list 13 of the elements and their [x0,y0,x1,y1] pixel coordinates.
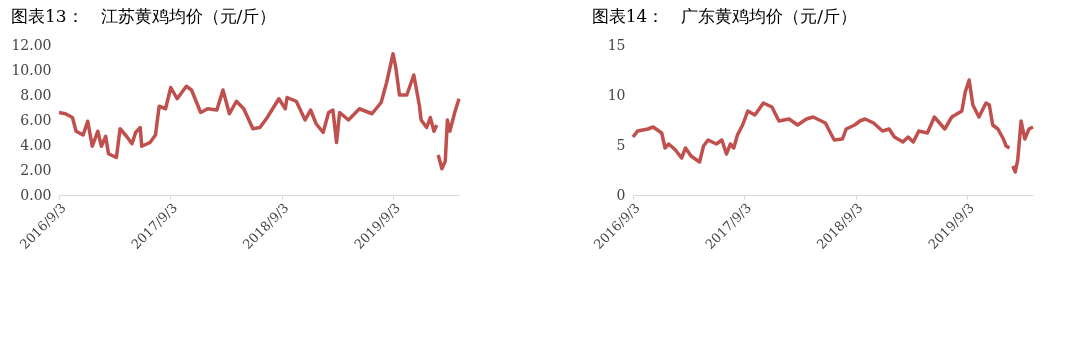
y-tick-label: 6.00 [20,111,52,128]
y-tick-label: 2.00 [20,161,52,178]
y-tick-label: 15 [607,36,626,53]
y-tick-label: 12.00 [11,36,52,53]
y-tick-label: 5 [616,136,626,153]
chart-title: 图表14： 广东黄鸡均价（元/斤） [591,6,858,26]
y-tick-label: 0.00 [20,186,52,203]
y-tick-label: 10.00 [11,61,52,78]
chart-title: 图表13： 江苏黄鸡均价（元/斤） [10,6,277,26]
y-tick-label: 8.00 [20,86,52,103]
y-tick-label: 0 [616,186,626,203]
y-tick-label: 4.00 [20,136,52,153]
y-tick-label: 10 [607,86,626,103]
